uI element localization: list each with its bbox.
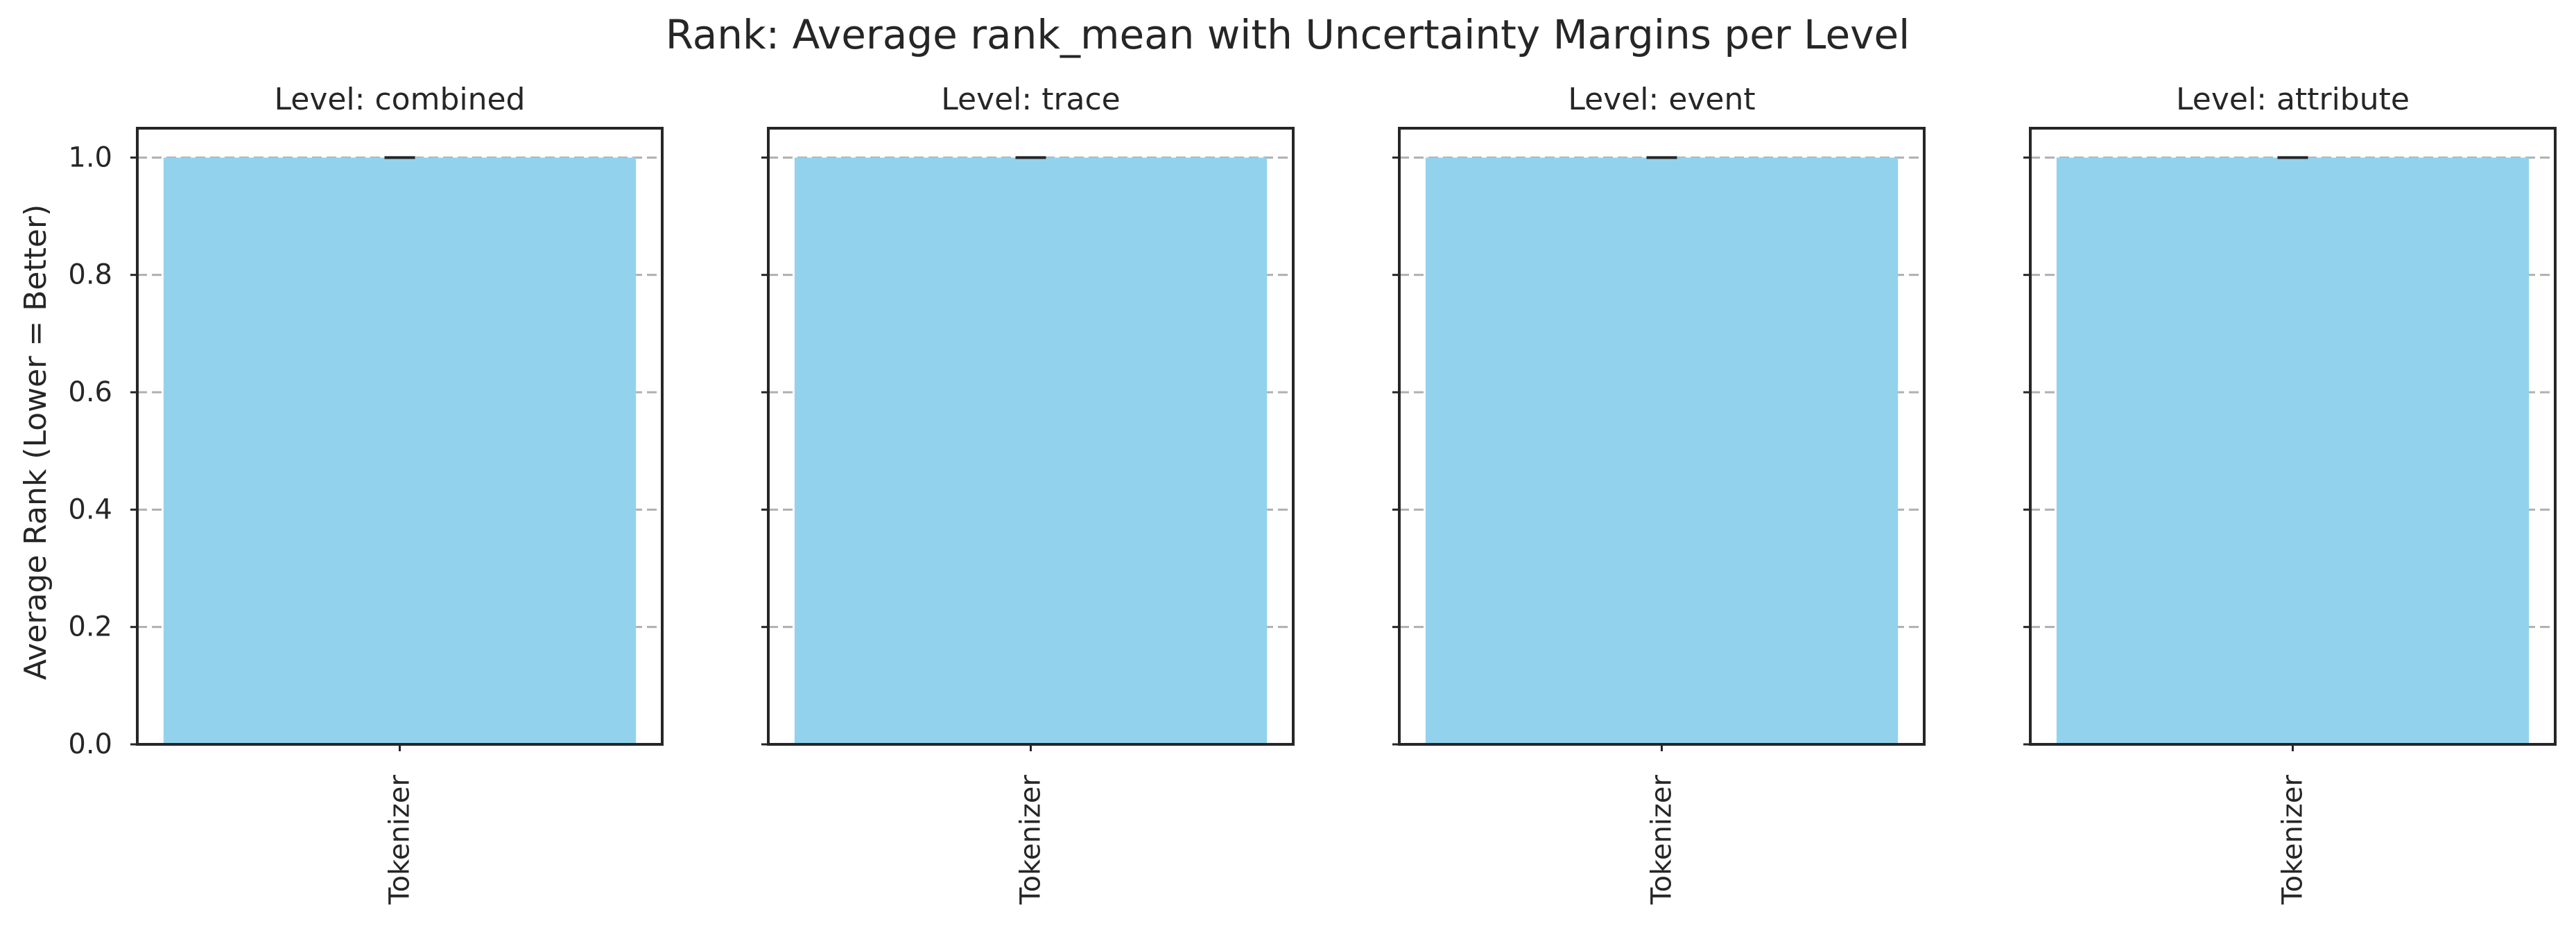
y-tick-label: 0.2 bbox=[68, 611, 112, 643]
panel-frame bbox=[767, 127, 1295, 746]
bar bbox=[163, 157, 637, 745]
bar bbox=[794, 157, 1268, 745]
y-tick-label: 0.4 bbox=[68, 493, 112, 525]
x-tick-label: Tokenizer bbox=[384, 774, 416, 905]
panel-3: Tokenizer Level: event bbox=[1392, 82, 1926, 905]
panel-frame bbox=[136, 127, 664, 746]
panel-title: Level: event bbox=[1568, 82, 1755, 117]
panel-1: Tokenizer 0.0 0.2 0.4 0.6 0.8 1.0 Level: combin… bbox=[68, 82, 664, 905]
y-tick-label: 1.0 bbox=[68, 141, 112, 173]
panel-frame bbox=[2029, 127, 2557, 746]
panels: Tokenizer 0.0 0.2 0.4 0.6 0.8 1.0 Level: combin… bbox=[68, 82, 2557, 905]
bar bbox=[1425, 157, 1899, 745]
panel-title: Level: trace bbox=[941, 82, 1121, 117]
panel-title: Level: combined bbox=[275, 82, 526, 117]
panel-title: Level: attribute bbox=[2176, 82, 2410, 117]
x-tick-label: Tokenizer bbox=[1646, 774, 1678, 905]
panel-2: Tokenizer Level: trace bbox=[761, 82, 1295, 905]
chart-title: Rank: Average rank_mean with Uncertainty… bbox=[666, 11, 1910, 58]
y-axis-label: Average Rank (Lower = Better) bbox=[18, 204, 53, 681]
y-tick-label: 0.6 bbox=[68, 376, 112, 408]
x-tick-label: Tokenizer bbox=[1015, 774, 1047, 905]
panel-frame bbox=[1398, 127, 1926, 746]
x-tick-label: Tokenizer bbox=[2277, 774, 2309, 905]
y-tick-label: 0.8 bbox=[68, 259, 112, 291]
y-tick-label: 0.0 bbox=[68, 728, 112, 760]
bar bbox=[2056, 157, 2530, 745]
panel-4: Tokenizer Level: attribute bbox=[2023, 82, 2557, 905]
